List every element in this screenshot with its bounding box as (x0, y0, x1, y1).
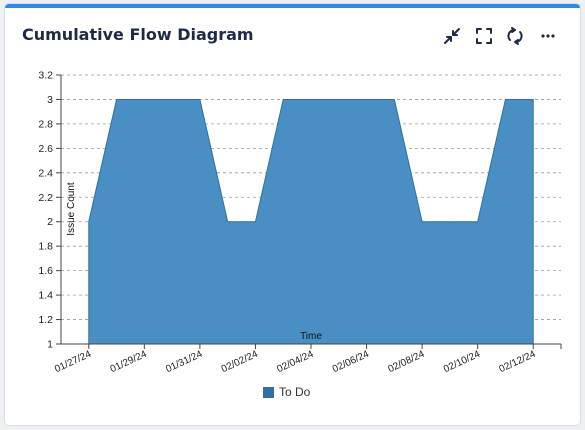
collapse-button[interactable] (442, 26, 462, 46)
y-tick-label: 2 (47, 216, 53, 228)
more-button[interactable] (538, 26, 558, 46)
y-tick-label: 2.2 (38, 192, 53, 204)
y-tick-label: 1 (47, 339, 53, 351)
chart-legend: To Do (263, 384, 310, 400)
y-tick-label: 1.6 (38, 265, 53, 277)
x-tick-label: 01/31/24 (164, 349, 204, 376)
y-tick-label: 2.4 (38, 167, 53, 179)
y-tick-label: 2.8 (38, 118, 53, 130)
series-area-to-do (88, 98, 534, 345)
y-axis-label: Issue Count (66, 182, 77, 236)
refresh-icon (507, 27, 523, 45)
x-tick-label: 01/29/24 (109, 349, 149, 376)
x-tick-label: 02/10/24 (442, 349, 482, 376)
x-tick-label: 02/02/24 (220, 349, 260, 376)
refresh-button[interactable] (505, 26, 525, 46)
x-tick-label: 02/04/24 (275, 349, 315, 376)
x-tick-label: 02/06/24 (331, 349, 371, 376)
y-tick-label: 3 (47, 94, 53, 106)
y-tick-label: 1.2 (38, 314, 53, 326)
legend-swatch (263, 386, 274, 398)
fullscreen-button[interactable] (474, 26, 494, 46)
y-tick-label: 1.4 (38, 290, 53, 302)
fullscreen-icon (476, 28, 492, 44)
x-tick-label: 02/08/24 (386, 349, 426, 376)
collapse-icon (444, 28, 460, 44)
y-tick-label: 3.2 (38, 70, 53, 82)
legend-label[interactable]: To Do (279, 385, 311, 399)
card-title: Cumulative Flow Diagram (22, 25, 254, 44)
y-tick-label: 2.6 (38, 143, 53, 155)
x-axis-label: Time (300, 331, 322, 342)
x-tick-label: 01/27/24 (53, 349, 93, 376)
x-tick-label: 02/12/24 (498, 349, 538, 376)
more-icon (541, 34, 555, 38)
card-accent-bar (5, 4, 580, 8)
y-tick-label: 1.8 (38, 241, 53, 253)
